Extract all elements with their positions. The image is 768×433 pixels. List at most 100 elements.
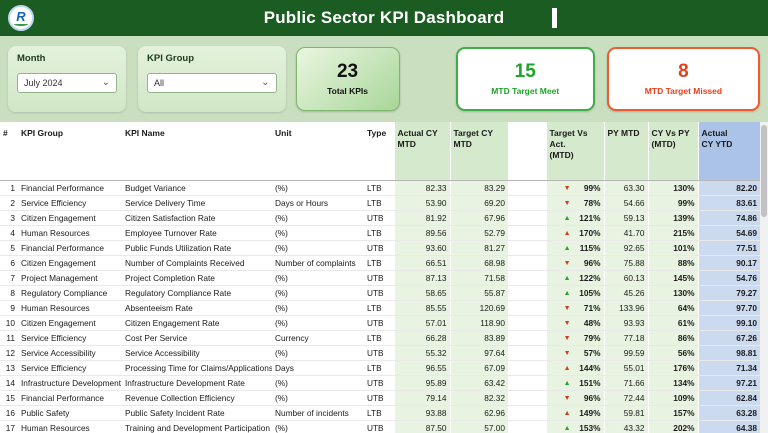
cell-target: 118.90 [449, 315, 508, 331]
cell-group: Service Efficiency [18, 195, 122, 211]
vertical-scrollbar[interactable] [760, 122, 768, 433]
column-header: CY Vs PY (MTD) [647, 122, 698, 181]
cell-actual: 85.55 [393, 300, 450, 316]
month-select[interactable]: July 2024 ⌄ [17, 73, 118, 93]
cell-name: Regulatory Compliance Rate [122, 285, 272, 301]
cell-py: 59.13 [603, 210, 648, 226]
table-row[interactable]: 10 Citizen Engagement Citizen Engagement R… [0, 315, 760, 331]
table-row[interactable]: 13 Service Efficiency Processing Time for … [0, 360, 760, 376]
cell-target: 97.64 [449, 345, 508, 361]
cell-unit: (%) [272, 225, 364, 241]
cell-unit: (%) [272, 420, 364, 433]
table-row[interactable]: 15 Financial Performance Revenue Collectio… [0, 390, 760, 406]
cell-group: Financial Performance [18, 240, 122, 256]
cell-target: 55.87 [449, 285, 508, 301]
table-row[interactable]: 4 Human Resources Employee Turnover Rate (%… [0, 225, 760, 241]
cell-num: 1 [0, 180, 18, 196]
table-row[interactable]: 16 Public Safety Public Safety Incident Ra… [0, 405, 760, 421]
cell-actual: 57.01 [393, 315, 450, 331]
cell-unit: Days or Hours [272, 195, 364, 211]
table-row[interactable]: 6 Citizen Engagement Number of Complaints … [0, 255, 760, 271]
trend-up-icon: ▲ [563, 424, 571, 432]
table-row[interactable]: 9 Human Resources Absenteeism Rate (%) LTB 85… [0, 300, 760, 316]
cell-target-vs-actual: ▲ 153% [545, 420, 604, 433]
kpi-group-select[interactable]: All ⌄ [147, 73, 277, 93]
cell-ytd: 98.81 [697, 345, 760, 361]
cell-cyvspy: 130% [647, 180, 698, 196]
cell-spacer [508, 240, 546, 256]
cell-type: LTB [364, 405, 394, 421]
cell-ytd: 90.17 [697, 255, 760, 271]
scrollbar-thumb[interactable] [761, 125, 767, 217]
cell-type: LTB [364, 360, 394, 376]
cell-spacer [508, 180, 546, 196]
table-row[interactable]: 5 Financial Performance Public Funds Utili… [0, 240, 760, 256]
cell-py: 99.59 [603, 345, 648, 361]
cell-group: Citizen Engagement [18, 210, 122, 226]
cell-target: 82.32 [449, 390, 508, 406]
cell-name: Project Completion Rate [122, 270, 272, 286]
cell-type: UTB [364, 270, 394, 286]
cell-num: 9 [0, 300, 18, 316]
title-cursor [552, 8, 557, 28]
column-header: Target CY MTD [449, 122, 508, 181]
cell-actual: 66.28 [393, 330, 450, 346]
trend-up-icon: ▲ [563, 364, 571, 372]
cell-num: 15 [0, 390, 18, 406]
table-row[interactable]: 3 Citizen Engagement Citizen Satisfaction … [0, 210, 760, 226]
cell-actual: 87.50 [393, 420, 450, 433]
mtd-target-missed-label: MTD Target Missed [644, 86, 723, 96]
cell-cyvspy: 101% [647, 240, 698, 256]
column-header: KPI Name [122, 122, 272, 181]
cell-ytd: 54.69 [697, 225, 760, 241]
cell-unit: (%) [272, 375, 364, 391]
filter-bar: Month July 2024 ⌄ KPI Group All ⌄ 23 Tot… [0, 36, 768, 122]
cell-num: 12 [0, 345, 18, 361]
table-row[interactable]: 8 Regulatory Compliance Regulatory Complia… [0, 285, 760, 301]
cell-actual: 93.88 [393, 405, 450, 421]
cell-target-vs-actual: ▲ 151% [545, 375, 604, 391]
table-row[interactable]: 1 Financial Performance Budget Variance (%)… [0, 180, 760, 196]
cell-num: 14 [0, 375, 18, 391]
trend-down-icon: ▼ [563, 334, 571, 342]
cell-num: 11 [0, 330, 18, 346]
cell-type: LTB [364, 255, 394, 271]
cell-cyvspy: 134% [647, 375, 698, 391]
cell-cyvspy: 86% [647, 330, 698, 346]
cell-py: 43.32 [603, 420, 648, 433]
table-row[interactable]: 7 Project Management Project Completion Ra… [0, 270, 760, 286]
target-vs-actual-value: 48% [583, 317, 601, 328]
cell-target: 68.98 [449, 255, 508, 271]
cell-py: 41.70 [603, 225, 648, 241]
cell-target: 83.29 [449, 180, 508, 196]
cell-actual: 79.14 [393, 390, 450, 406]
cell-cyvspy: 145% [647, 270, 698, 286]
target-vs-actual-value: 149% [579, 407, 601, 418]
column-header: Actual CY MTD [393, 122, 450, 181]
cell-target: 62.96 [449, 405, 508, 421]
cell-num: 13 [0, 360, 18, 376]
cell-name: Cost Per Service [122, 330, 272, 346]
cell-group: Human Resources [18, 225, 122, 241]
target-vs-actual-value: 96% [583, 257, 601, 268]
mtd-target-meet-card: 15 MTD Target Meet [455, 47, 595, 111]
cell-type: UTB [364, 315, 394, 331]
table-row[interactable]: 12 Service Accessibility Service Accessibi… [0, 345, 760, 361]
cell-actual: 81.92 [393, 210, 450, 226]
table-row[interactable]: 2 Service Efficiency Service Delivery Time… [0, 195, 760, 211]
cell-ytd: 97.70 [697, 300, 760, 316]
table-row[interactable]: 11 Service Efficiency Cost Per Service Curr… [0, 330, 760, 346]
trend-down-icon: ▼ [563, 304, 571, 312]
cell-num: 10 [0, 315, 18, 331]
cell-type: LTB [364, 330, 394, 346]
cell-py: 72.44 [603, 390, 648, 406]
cell-group: Financial Performance [18, 180, 122, 196]
target-vs-actual-value: 170% [579, 227, 601, 238]
table-row[interactable]: 14 Infrastructure Development Infrastructu… [0, 375, 760, 391]
column-header: Target Vs Act. (MTD) [545, 122, 604, 181]
trend-down-icon: ▼ [563, 319, 571, 327]
cell-target: 83.89 [449, 330, 508, 346]
cell-target-vs-actual: ▼ 79% [545, 330, 604, 346]
mtd-target-meet-label: MTD Target Meet [491, 86, 560, 96]
table-row[interactable]: 17 Human Resources Training and Developmen… [0, 420, 760, 433]
